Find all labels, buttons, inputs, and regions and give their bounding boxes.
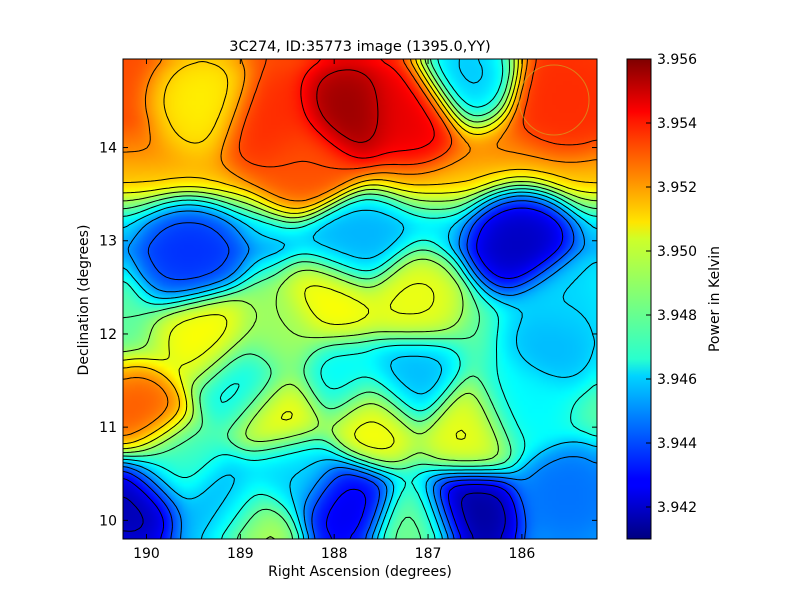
colorbar: 3.942 3.944 3.946 3.948 3.950 3.952 3.954 3.956… (626, 52, 723, 540)
x-tick-label: 187 (415, 546, 442, 562)
y-tick-label: 10 (99, 513, 117, 529)
colorbar-tick-label: 3.952 (657, 180, 697, 196)
contour-lines (123, 59, 597, 539)
x-axis: 190 189 188 187 186 (133, 59, 535, 562)
y-axis: 10 11 12 13 14 (99, 141, 597, 529)
contour-line (123, 59, 597, 450)
colorbar-ticks: 3.942 3.944 3.946 3.948 3.950 3.952 3.954 3.956 (646, 52, 697, 516)
y-tick-label: 12 (99, 327, 117, 343)
x-tick-label: 188 (321, 546, 348, 562)
contour-line (123, 195, 597, 539)
x-axis-label: Right Ascension (degrees) (268, 564, 452, 580)
colorbar-tick-label: 3.946 (657, 372, 697, 388)
colorbar-tick-label: 3.956 (657, 52, 697, 68)
contour-line (123, 59, 597, 445)
contour-line (123, 59, 597, 539)
colorbar-tick-label: 3.944 (657, 436, 697, 452)
colorbar-tick-label: 3.954 (657, 116, 697, 132)
y-tick-label: 11 (99, 420, 117, 436)
y-tick-label: 13 (99, 234, 117, 250)
y-axis-label: Declination (degrees) (76, 225, 92, 376)
x-tick-label: 186 (509, 546, 536, 562)
contour-line (123, 59, 597, 539)
x-tick-label: 190 (133, 546, 160, 562)
contour-line (123, 200, 575, 539)
contour-line (300, 59, 435, 159)
x-tick-label: 189 (227, 546, 254, 562)
contour-line (316, 69, 379, 143)
contour-line (123, 59, 597, 539)
colorbar-gradient (626, 58, 652, 540)
contour-line (123, 59, 597, 436)
colorbar-tick-label: 3.950 (657, 244, 697, 260)
plot-frame (122, 58, 598, 540)
y-tick-label: 14 (99, 141, 117, 157)
contour-line (123, 207, 564, 539)
contour-line (123, 492, 506, 539)
contour-line (123, 59, 597, 539)
colorbar-tick-label: 3.948 (657, 308, 697, 324)
chart-title: 3C274, ID:35773 image (1395.0,YY) (229, 39, 490, 55)
colorbar-tick-label: 3.942 (657, 500, 697, 516)
colorbar-label: Power in Kelvin (707, 246, 723, 352)
plot-area (122, 58, 598, 540)
beam-circle (518, 64, 590, 136)
contour-line (238, 59, 597, 170)
